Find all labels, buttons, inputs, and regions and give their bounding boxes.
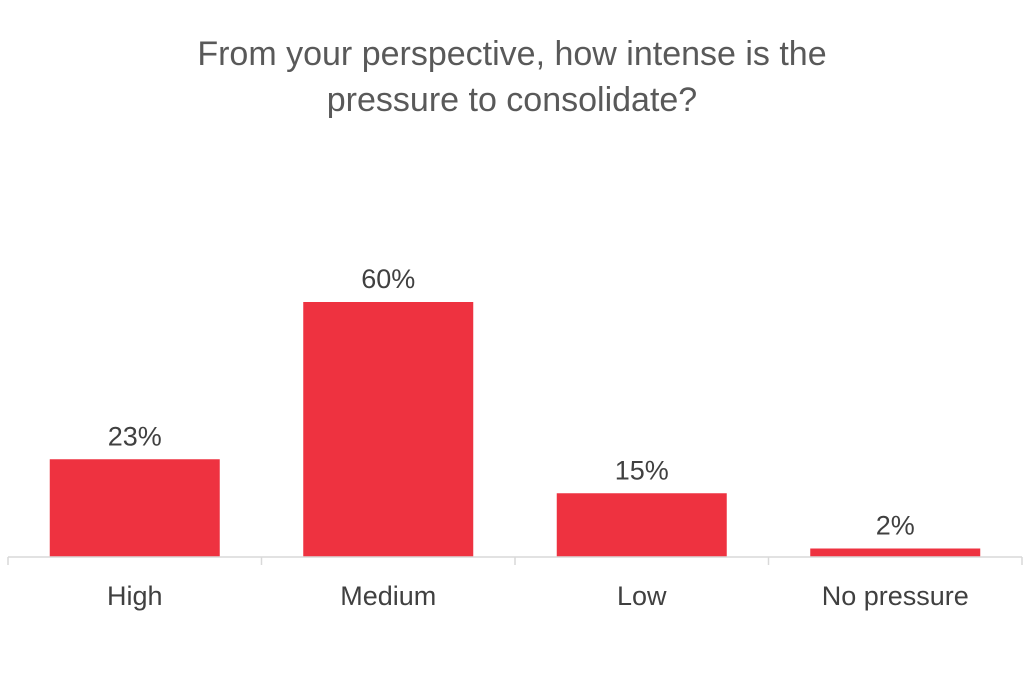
x-axis [7,556,1023,565]
bars [49,302,981,557]
data-labels: 23% 60% 15% 2% [108,264,915,541]
data-label-low: 15% [615,455,669,485]
x-tick-labels: High Medium Low No pressure [107,581,969,611]
x-tick-label-low: Low [617,581,667,611]
x-tick-label-high: High [107,581,163,611]
chart-title-line-1: From your perspective, how intense is th… [197,35,827,73]
data-label-no-pressure: 2% [876,511,915,541]
data-label-medium: 60% [361,264,415,294]
chart-title-line-2: pressure to consolidate? [326,81,698,119]
bar-low [556,493,727,557]
bar-no-pressure [810,548,981,557]
bar-medium [303,302,474,557]
x-tick-label-medium: Medium [340,581,436,611]
data-label-high: 23% [108,421,162,451]
bar-high [49,459,220,557]
x-tick-label-no-pressure: No pressure [822,581,969,611]
